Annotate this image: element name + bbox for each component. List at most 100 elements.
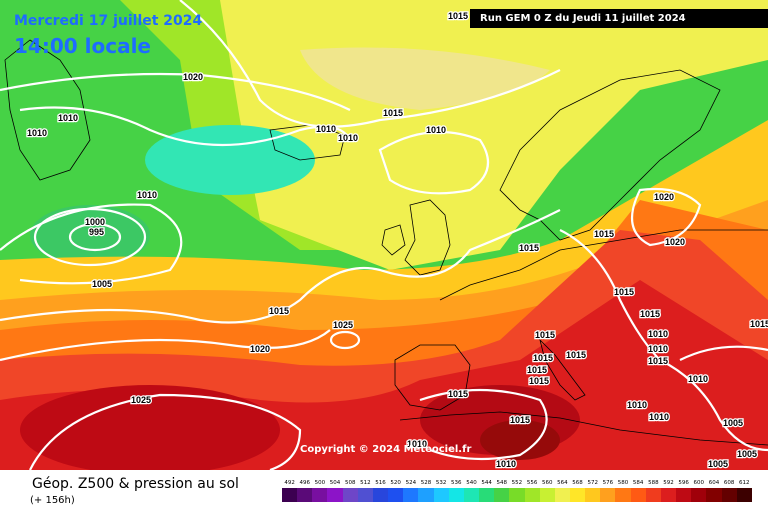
pressure-label: 1010 [137,190,157,200]
pressure-label: 1015 [527,365,547,375]
scale-swatch [312,488,328,502]
scale-swatch [479,488,495,502]
scale-swatch [615,488,631,502]
scale-label: 588 [648,480,659,486]
pressure-label: 1015 [648,356,668,366]
isobar-1010-east [679,345,768,361]
pressure-label: 1020 [665,237,685,247]
legend-footer: Géop. Z500 & pression au sol (+ 156h) 49… [0,470,768,512]
pressure-label: 1025 [333,320,353,330]
isobar-1020 [0,72,351,111]
isobar-1025-small [329,330,361,350]
scale-label: 512 [360,480,371,486]
scale-label: 604 [708,480,720,486]
pressure-label: 1010 [688,374,708,384]
pressure-label: 1005 [92,279,112,289]
pressure-label: 1025 [131,395,151,405]
field-deep-red-atlantic [20,385,280,470]
scale-label: 548 [496,480,508,486]
color-scale-bar [282,488,752,502]
pressure-label: 1015 [529,376,549,386]
pressure-label: 1015 [535,330,555,340]
scale-swatch [342,488,358,502]
pressure-label: 1010 [316,124,336,134]
scale-swatch [660,488,677,502]
scale-label: 612 [739,480,750,486]
scale-swatch [676,488,692,502]
isobar-1020-east [630,187,702,247]
coast-greenland [4,39,91,181]
field-green-low [30,205,150,265]
scale-swatch [600,488,616,502]
pressure-labels: 1015 1020 1010 1010 1010 1010 1015 1010 … [26,10,768,470]
scale-label: 544 [481,480,492,486]
scale-label: 540 [466,480,477,486]
field-cyan-low [145,125,315,195]
scale-swatch [403,488,419,502]
scale-swatch [418,488,434,502]
scale-label: 584 [632,480,644,486]
scale-label: 568 [572,480,583,486]
coast-europe [439,229,768,301]
scale-label: 552 [511,480,523,486]
isobar-995 [68,222,122,252]
scale-label: 536 [451,480,462,486]
field-pale-yellow [300,47,550,110]
scale-swatch [721,488,737,502]
pressure-label: 1010 [27,128,47,138]
coast-scandinavia [499,69,721,241]
pressure-label: 1015 [566,350,586,360]
isobar-1015-east [559,229,768,452]
isobars [0,0,768,470]
copyright-text: Copyright © 2024 Meteociel.fr [300,444,472,455]
pressure-label: 1005 [723,418,743,428]
pressure-label: 1015 [510,415,530,425]
scale-swatch [448,488,464,502]
scale-label: 504 [329,480,341,486]
isobar-1010-med [419,388,548,461]
pressure-label: 1015 [533,353,553,363]
pressure-label: 1015 [614,287,634,297]
pressure-label: 1015 [448,11,468,21]
isobar-1010 [19,106,351,147]
pressure-label: 1010 [649,412,669,422]
scale-swatch [433,488,449,502]
scale-label: 516 [375,480,386,486]
forecast-date: Mercredi 17 juillet 2024 [14,13,203,29]
coast-italy [539,338,586,401]
scale-swatch [554,488,570,502]
pressure-label: 1010 [648,344,668,354]
isobar-1020-south [0,329,331,362]
pressure-label: 1010 [648,329,668,339]
coastlines [4,39,768,446]
scale-swatch [645,488,661,502]
color-scale: 492 496 500 504 508 512 516 520 524 528 532 536 540 5… [282,478,752,502]
isobar-1015-mid [0,209,561,324]
pressure-label: 1015 [594,229,614,239]
pressure-label: 1020 [654,192,674,202]
scale-label: 596 [678,480,689,486]
scale-label: 592 [663,480,674,486]
scale-swatch [736,488,752,502]
map-title: Géop. Z500 & pression au sol [32,476,239,492]
coast-north-africa [399,411,768,446]
isobar-1005 [0,203,183,285]
scale-swatch [585,488,601,502]
scale-swatch [706,488,722,502]
scale-swatch [297,488,313,502]
scale-swatch [463,488,480,502]
pressure-label: 1000 [85,217,105,227]
scale-swatch [524,488,540,502]
scale-label: 532 [435,480,447,486]
scale-label: 500 [314,480,326,486]
pressure-label: 995 [89,227,104,237]
coast-britain [404,199,451,276]
scale-swatch [282,488,298,502]
model-run-banner: Run GEM 0 Z du Jeudi 11 juillet 2024 [470,9,768,28]
scale-swatch [630,488,646,502]
pressure-label: 1005 [708,459,728,469]
scale-label: 560 [541,480,553,486]
color-scale-labels: 492 496 500 504 508 512 516 520 524 528 532 536 540 5… [282,478,752,488]
scale-label: 556 [526,480,538,486]
coast-iberia [394,344,471,411]
